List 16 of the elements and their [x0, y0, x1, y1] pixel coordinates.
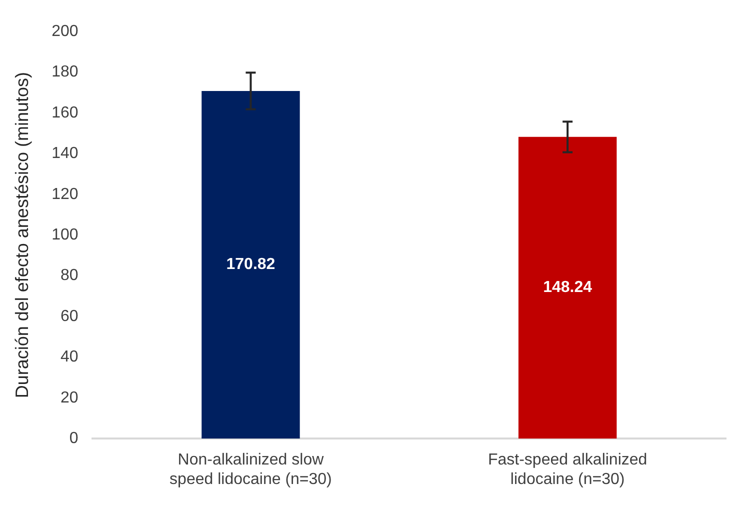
- x-tick-label: Fast-speed alkalinized lidocaine (n=30): [488, 452, 648, 488]
- y-tick-label: 140: [52, 145, 78, 162]
- x-tick-label: Non-alkalinized slow speed lidocaine (n=30): [170, 452, 332, 488]
- y-tick-label: 100: [52, 226, 78, 244]
- y-tick-label: 60: [60, 308, 78, 325]
- data-label: 148.24: [543, 279, 592, 296]
- y-tick-label: 180: [52, 64, 78, 81]
- y-tick-label: 20: [60, 389, 78, 406]
- y-tick-label: 40: [60, 348, 78, 366]
- y-tick-label: 160: [52, 104, 78, 122]
- y-tick-label: 0: [69, 430, 78, 448]
- y-tick-label: 80: [60, 267, 78, 284]
- y-axis-title: Duración del efecto anestésico (minutos): [12, 72, 32, 398]
- y-tick-label: 200: [52, 23, 78, 40]
- y-tick-label: 120: [52, 186, 78, 203]
- data-label: 170.82: [226, 256, 276, 274]
